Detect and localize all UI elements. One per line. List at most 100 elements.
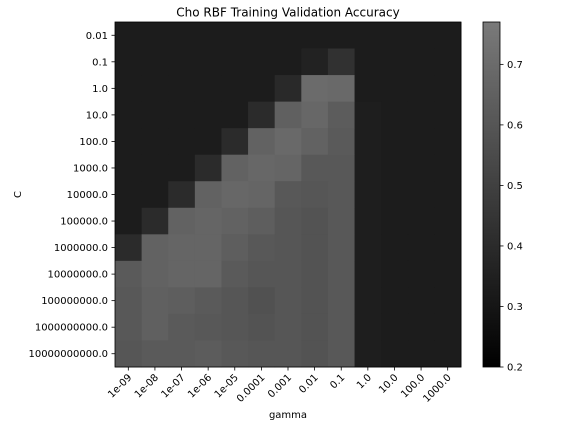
heatmap-cell-r1-c9 (354, 48, 382, 76)
heatmap-cell-r5-c2 (168, 154, 196, 182)
heatmap-cell-r10-c1 (141, 287, 169, 315)
heatmap-cell-r2-c4 (221, 75, 249, 103)
heatmap-cell-r6-c9 (354, 181, 382, 209)
heatmap-cell-r7-c7 (301, 207, 329, 235)
colorbar-ticks: 0.2 0.3 0.4 0.5 0.6 0.7 (500, 60, 523, 374)
y-tick-label: 100.0 (79, 137, 108, 148)
colorbar-tick-label: 0.6 (507, 120, 523, 131)
heatmap-cell-r3-c6 (274, 101, 302, 129)
y-tick-label: 1000000.0 (54, 243, 108, 254)
heatmap-cell-r12-c5 (248, 340, 276, 368)
heatmap-cell-r2-c9 (354, 75, 382, 103)
heatmap-cell-r4-c5 (248, 128, 276, 156)
heatmap-cell-r7-c2 (168, 207, 196, 235)
heatmap-cell-r9-c9 (354, 260, 382, 288)
heatmap-cell-r7-c8 (327, 207, 355, 235)
chart-title: Cho RBF Training Validation Accuracy (176, 6, 399, 20)
heatmap-cell-r8-c8 (327, 234, 355, 262)
heatmap-cell-r1-c11 (407, 48, 435, 76)
heatmap-cell-r7-c9 (354, 207, 382, 235)
heatmap-cell-r10-c11 (407, 287, 435, 315)
heatmap-cell-r10-c10 (381, 287, 409, 315)
heatmap-cell-r7-c1 (141, 207, 169, 235)
heatmap-cell-r12-c3 (194, 340, 222, 368)
heatmap-cell-r7-c0 (115, 207, 143, 235)
heatmap-cell-r11-c8 (327, 313, 355, 341)
heatmap-cell-r5-c10 (381, 154, 409, 182)
x-tick-label: 1e-06 (186, 372, 214, 400)
heatmap-cell-r12-c12 (434, 340, 462, 368)
heatmap-cell-r4-c0 (115, 128, 143, 156)
heatmap-cell-r12-c4 (221, 340, 249, 368)
heatmap-cell-r7-c4 (221, 207, 249, 235)
x-tick-label: 1e-08 (133, 372, 161, 400)
heatmap-cell-r10-c6 (274, 287, 302, 315)
heatmap-cell-r1-c0 (115, 48, 143, 76)
heatmap-cell-r3-c3 (194, 101, 222, 129)
colorbar-tick-label: 0.3 (507, 302, 523, 313)
heatmap-cell-r10-c12 (434, 287, 462, 315)
heatmap-cell-r3-c11 (407, 101, 435, 129)
y-tick-label: 1000.0 (73, 163, 108, 174)
heatmap-cell-r11-c5 (248, 313, 276, 341)
heatmap-cell-r4-c11 (407, 128, 435, 156)
heatmap-cell-r8-c12 (434, 234, 462, 262)
heatmap-cell-r3-c1 (141, 101, 169, 129)
y-axis-ticks: 0.01 0.1 1.0 10.0 100.0 1000.0 10000.0 100000.0… (28, 31, 115, 360)
heatmap-cell-r11-c11 (407, 313, 435, 341)
heatmap-cell-r4-c6 (274, 128, 302, 156)
heatmap-cell-r4-c9 (354, 128, 382, 156)
heatmap-cell-r8-c1 (141, 234, 169, 262)
heatmap-cell-r6-c1 (141, 181, 169, 209)
colorbar (482, 21, 501, 368)
heatmap-cell-r6-c0 (115, 181, 143, 209)
heatmap-cell-r3-c10 (381, 101, 409, 129)
heatmap-cell-r9-c1 (141, 260, 169, 288)
heatmap-cell-r1-c12 (434, 48, 462, 76)
heatmap-cell-r11-c7 (301, 313, 329, 341)
y-tick-label: 10000000000.0 (28, 349, 108, 360)
x-tick-label: 1.0 (355, 372, 374, 391)
heatmap-cell-r8-c4 (221, 234, 249, 262)
heatmap-cell-r1-c7 (301, 48, 329, 76)
heatmap-cell-r5-c7 (301, 154, 329, 182)
heatmap-cell-r9-c3 (194, 260, 222, 288)
heatmap-cell-r4-c8 (327, 128, 355, 156)
heatmap-cell-r0-c4 (221, 22, 249, 49)
heatmap-cell-r0-c12 (434, 22, 462, 49)
heatmap-cell-r2-c1 (141, 75, 169, 103)
heatmap-cell-r10-c9 (354, 287, 382, 315)
heatmap-cell-r9-c10 (381, 260, 409, 288)
heatmap-cell-r9-c2 (168, 260, 196, 288)
x-axis-label: gamma (269, 410, 307, 421)
heatmap-cell-r1-c6 (274, 48, 302, 76)
heatmap-cell-r11-c4 (221, 313, 249, 341)
heatmap-cell-r3-c8 (327, 101, 355, 129)
heatmap-cell-r7-c5 (248, 207, 276, 235)
y-tick-label: 0.1 (92, 57, 108, 68)
heatmap-cell-r2-c7 (301, 75, 329, 103)
heatmap-cell-r12-c7 (301, 340, 329, 368)
heatmap-cell-r1-c8 (327, 48, 355, 76)
heatmap-cell-r9-c12 (434, 260, 462, 288)
heatmap-cell-r0-c0 (115, 22, 143, 49)
heatmap-cell-r6-c12 (434, 181, 462, 209)
y-tick-label: 0.01 (86, 31, 108, 42)
heatmap-cell-r1-c3 (194, 48, 222, 76)
heatmap-cell-r8-c6 (274, 234, 302, 262)
x-tick-label: 0.01 (297, 372, 321, 396)
heatmap-cell-r5-c1 (141, 154, 169, 182)
heatmap-cell-r8-c9 (354, 234, 382, 262)
heatmap-cell-r7-c10 (381, 207, 409, 235)
heatmap-cell-r12-c10 (381, 340, 409, 368)
heatmap-cell-r8-c2 (168, 234, 196, 262)
heatmap-cell-r4-c4 (221, 128, 249, 156)
heatmap-cell-r0-c5 (248, 22, 276, 49)
y-tick-label: 10000000.0 (48, 270, 108, 281)
y-axis-label: C (13, 191, 24, 198)
heatmap-cell-r6-c6 (274, 181, 302, 209)
y-tick-label: 10000.0 (67, 190, 108, 201)
heatmap-cell-r2-c12 (434, 75, 462, 103)
